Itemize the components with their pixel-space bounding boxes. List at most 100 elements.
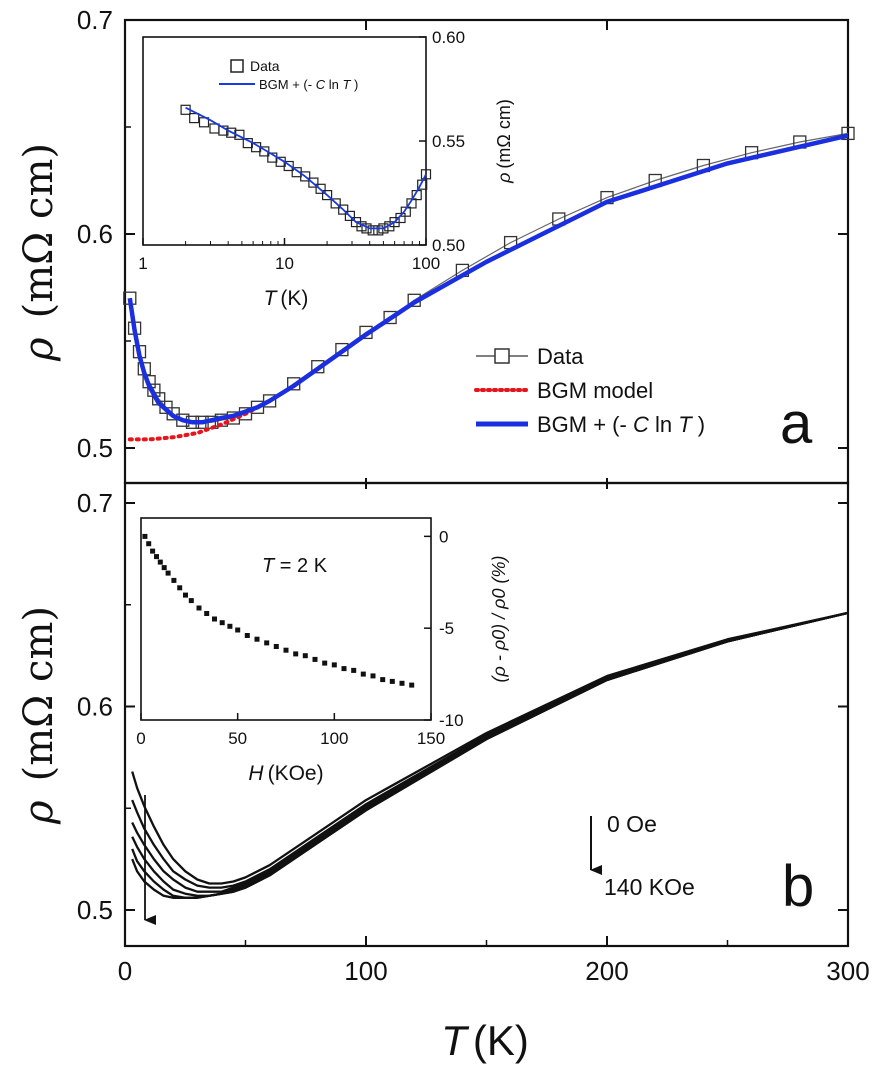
- inset-b-data-point: [283, 647, 289, 653]
- field-curve-2: [131, 611, 849, 889]
- inset-b-x-tick-label: 50: [228, 729, 247, 748]
- inset-b-x-axis-label: H (KOe): [248, 762, 323, 785]
- legend-bgm-label: BGM model: [537, 378, 653, 403]
- panel-b: 0.50.60.7 0 100 200 300 ρ (mΩ cm) b T (K) 0 …: [16, 20, 870, 1064]
- inset-b-plot-area: [142, 533, 415, 688]
- field-curve-1: [131, 611, 849, 885]
- inset-b-y-tick-label: -10: [439, 711, 464, 730]
- data-point: [383, 310, 397, 325]
- inset-a-data-point: [400, 206, 411, 217]
- legend-data-label: Data: [537, 344, 584, 369]
- x-axis-label: T (K): [441, 1017, 529, 1064]
- x-tick-label: 200: [585, 956, 628, 986]
- panel-a-inset: 1 10 100 0.50 0.55 0.60 T (K) ρ(mΩ cm) Data B…: [138, 28, 514, 310]
- inset-b-data-point: [161, 565, 167, 571]
- inset-b-data-point: [331, 662, 337, 668]
- inset-b-data-point: [302, 653, 308, 659]
- inset-b-data-point: [273, 644, 279, 649]
- panel-a-y-axis-symbol: ρ: [16, 337, 62, 362]
- inset-b-annotation: T = 2 K: [262, 555, 328, 577]
- inset-a-legend-data-marker: [230, 59, 244, 73]
- inset-b-data-point: [177, 585, 183, 591]
- field-label-zero: 0 Oe: [607, 811, 657, 837]
- inset-a-data-point: [322, 190, 333, 201]
- inset-a-data-point: [308, 177, 319, 188]
- panel-b-inset: 0 50 100 150 0 -5 -10 T = 2 K H (KOe) (ρ - ρ0)…: [136, 517, 509, 785]
- inset-a-fit-line: [185, 106, 427, 230]
- inset-a-legend-data-label: Data: [250, 58, 280, 74]
- inset-a-y-tick-label: 0.50: [432, 236, 465, 255]
- inset-b-data-point: [235, 627, 241, 633]
- inset-a-data-point: [367, 225, 378, 236]
- inset-b-x-tick-label: 0: [136, 729, 145, 748]
- inset-b-data-point: [171, 577, 177, 583]
- inset-a-x-axis-label: T (K): [264, 287, 309, 310]
- inset-a-x-tick-label: 100: [412, 254, 440, 273]
- inset-a-data-point: [338, 204, 349, 215]
- panel-a-legend: Data BGM model BGM + (- C ln T ): [474, 344, 705, 437]
- legend-data-marker: [494, 348, 510, 364]
- inset-b-data-point: [409, 682, 415, 688]
- inset-b-data-point: [196, 605, 202, 611]
- inset-b-y-ticks: 0 -5 -10: [424, 527, 464, 730]
- panel-a: 0.5 0.6 0.7 ρ (mΩ cm) a Data BGM model BGM…: [16, 5, 855, 485]
- inset-b-data-point: [165, 570, 171, 576]
- inset-a-frame: [142, 36, 427, 246]
- inset-a-x-ticks: 1 10 100: [138, 238, 440, 273]
- panel-b-y-axis-symbol: ρ: [16, 800, 62, 825]
- inset-a-y-tick-label: 0.60: [432, 28, 465, 47]
- x-tick-label: 0: [118, 956, 132, 986]
- x-tick-label: 100: [344, 956, 387, 986]
- inset-b-data-point: [150, 548, 156, 554]
- panel-a-y-axis-label: ρ (mΩ cm): [16, 143, 62, 362]
- inset-a-plot-area: [180, 104, 432, 236]
- y-tick-label: 0.5: [77, 895, 113, 925]
- inset-b-data-point: [399, 680, 405, 686]
- inset-b-data-point: [244, 633, 250, 638]
- inset-a-data-point: [395, 212, 406, 224]
- inset-b-data-point: [142, 533, 148, 539]
- inset-b-data-point: [227, 623, 233, 629]
- y-tick-label: 0.5: [77, 433, 113, 463]
- inset-b-data-point: [389, 678, 395, 684]
- inset-a-y-tick-label: 0.55: [432, 132, 465, 151]
- panel-b-letter: b: [782, 854, 814, 919]
- inset-b-data-point: [183, 592, 188, 598]
- inset-a-x-tick-label: 1: [138, 254, 147, 273]
- panel-a-y-axis-unit: (mΩ cm): [16, 143, 62, 318]
- inset-a-y-axis-label: ρ(mΩ cm): [494, 99, 514, 184]
- inset-b-y-axis-label: (ρ - ρ0) / ρ0 (%): [489, 556, 509, 683]
- inset-b-data-point: [154, 554, 159, 560]
- y-tick-label: 0.7: [77, 5, 113, 35]
- inset-a-data-point: [315, 183, 326, 194]
- inset-b-data-point: [219, 620, 225, 626]
- inset-b-data-point: [360, 671, 366, 677]
- y-tick-label: 0.7: [77, 488, 113, 518]
- panel-b-y-axis-unit: (mΩ cm): [16, 606, 62, 781]
- inset-a-data-point: [373, 225, 384, 236]
- panel-b-y-ticks: 0.5 0.6 0.7: [77, 488, 848, 925]
- panel-a-plot-area: [123, 126, 855, 442]
- y-tick-label: 0.6: [77, 692, 113, 722]
- inset-b-data-point: [370, 673, 376, 679]
- inset-b-frame: [140, 517, 432, 721]
- inset-a-y-ticks: 0.50 0.55 0.60: [419, 28, 465, 255]
- shared-x-ticks: 0 100 200 300: [118, 20, 870, 986]
- inset-b-data-point: [293, 651, 299, 657]
- y-tick-label: 0.6: [77, 219, 113, 249]
- inset-b-data-point: [157, 559, 163, 565]
- data-point: [841, 126, 855, 141]
- panel-a-letter: a: [780, 391, 813, 456]
- panel-b-plot-area: [131, 611, 849, 899]
- panel-a-y-ticks: 0.5 0.6 0.7: [77, 5, 848, 463]
- inset-b-data-point: [146, 541, 152, 547]
- inset-b-x-ticks: 0 50 100 150: [136, 713, 445, 748]
- inset-b-data-point: [322, 660, 328, 666]
- inset-a-data-point: [344, 210, 355, 221]
- inset-b-data-point: [188, 598, 194, 604]
- inset-b-data-point: [212, 616, 217, 622]
- data-point: [262, 394, 277, 408]
- inset-b-data-point: [264, 640, 270, 646]
- field-curve-6: [131, 611, 849, 899]
